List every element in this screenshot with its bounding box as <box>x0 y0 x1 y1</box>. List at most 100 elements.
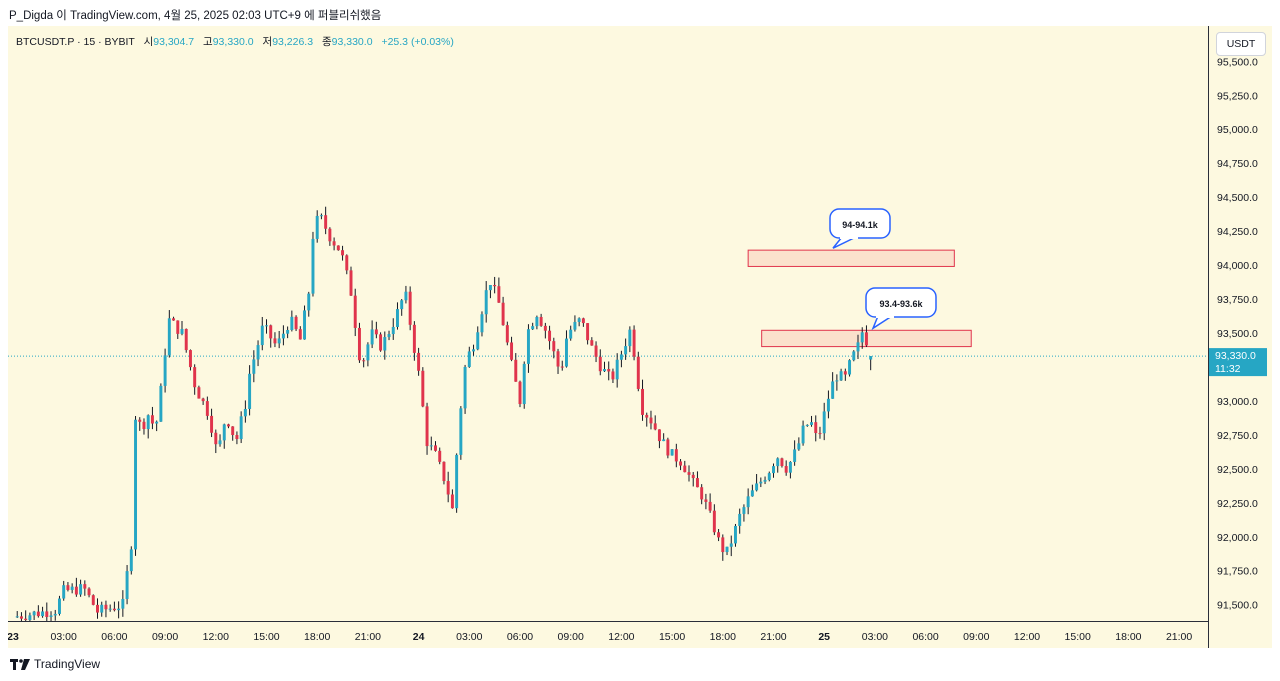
candle-body <box>307 293 311 311</box>
candle <box>662 433 666 442</box>
candle <box>814 415 818 442</box>
tradingview-footer[interactable]: TradingView <box>10 657 100 671</box>
time-tick-label: 15:00 <box>253 631 279 643</box>
candle <box>226 423 230 429</box>
candle <box>750 484 754 497</box>
time-tick-label: 18:00 <box>304 631 330 643</box>
candle-body <box>860 332 864 343</box>
currency-button[interactable]: USDT <box>1216 32 1266 56</box>
candle <box>265 319 268 334</box>
candle <box>83 580 87 596</box>
chart-frame[interactable]: 94-94.1k 93.4-93.6k BTCUSDT.P · 15 · BYBI… <box>8 26 1272 648</box>
price-axis-labels: 95,500.0 95,250.0 95,000.0 94,750.0 94,500.0… <box>1209 56 1267 612</box>
candle-body <box>725 546 729 553</box>
candle <box>653 415 657 431</box>
candle <box>826 390 830 419</box>
high-value: 93,330.0 <box>212 36 254 48</box>
candle <box>797 437 801 451</box>
candle-body <box>218 440 222 445</box>
candle-body <box>383 337 387 351</box>
candle <box>100 601 104 617</box>
candle-body <box>370 329 374 345</box>
candle <box>417 347 421 376</box>
candle <box>79 579 83 597</box>
candle-body <box>826 398 830 412</box>
time-axis[interactable]: 23 03:00 06:00 09:00 12:00 15:00 18:00 21:00 24 0… <box>8 621 1208 648</box>
candle-body <box>324 215 328 229</box>
candle-body <box>32 611 36 616</box>
change-value: +25.3 (+0.03%) <box>381 36 454 48</box>
candle-body <box>556 351 560 367</box>
candle-body <box>434 445 437 451</box>
candle <box>222 423 226 449</box>
candle <box>387 330 391 341</box>
candle <box>501 296 505 326</box>
candle <box>784 460 788 476</box>
zone-callout-label-2: 93.4-93.6k <box>879 299 923 309</box>
candle-body <box>679 461 683 466</box>
zone-callout-2: 93.4-93.6k <box>865 287 937 331</box>
candle-body <box>615 359 619 380</box>
time-tick-label: 09:00 <box>152 631 178 643</box>
candle <box>146 414 150 439</box>
time-tick-label: 03:00 <box>51 631 77 643</box>
time-tick-label: 15:00 <box>659 631 685 643</box>
candle <box>450 489 454 509</box>
candle <box>281 325 285 346</box>
candle <box>564 330 568 368</box>
candle <box>176 320 180 339</box>
candle-body <box>167 318 171 356</box>
symbol-name[interactable]: BTCUSDT.P · 15 · BYBIT <box>16 36 135 48</box>
candle-body <box>586 323 590 341</box>
candle-body <box>657 429 661 442</box>
share-header: P_Digda 이 TradingView.com, 4월 25, 2025 0… <box>0 0 1280 26</box>
price-chart[interactable]: 94-94.1k 93.4-93.6k <box>8 26 1208 621</box>
close-value: 93,330.0 <box>331 36 373 48</box>
candle-body <box>121 598 125 609</box>
candle <box>628 326 632 353</box>
candle <box>522 361 526 409</box>
candle-body <box>776 458 780 467</box>
price-tick-label: 93,750.0 <box>1217 294 1258 306</box>
candle <box>57 595 61 616</box>
callout-joint <box>876 313 894 318</box>
candle <box>243 400 247 423</box>
time-tick-label: 15:00 <box>1065 631 1091 643</box>
candle <box>733 523 737 547</box>
candle <box>193 364 197 395</box>
candle <box>277 330 281 349</box>
candle-body <box>319 215 323 217</box>
candle-body <box>691 474 695 479</box>
candle-body <box>231 426 235 436</box>
candle-body <box>265 325 268 327</box>
candle-body <box>49 615 53 617</box>
candle <box>269 324 273 348</box>
candle <box>180 320 184 336</box>
candle <box>505 321 509 346</box>
candle <box>307 291 311 317</box>
candle-body <box>366 344 370 361</box>
price-tick-label: 94,500.0 <box>1217 192 1258 204</box>
candle-body <box>772 466 775 474</box>
candle-body <box>328 228 332 242</box>
candle-body <box>611 371 615 380</box>
candle-body <box>493 285 497 287</box>
candle-body <box>163 355 167 386</box>
price-axis[interactable]: USDT 95,500.0 95,250.0 95,000.0 94,750.0 94,… <box>1208 26 1272 648</box>
tradingview-logo-text: TradingView <box>34 657 101 671</box>
time-tick-label: 24 <box>413 631 425 643</box>
candle <box>767 471 771 482</box>
candle-body <box>429 445 433 447</box>
candle-body <box>235 435 239 440</box>
candle <box>729 535 733 557</box>
candle-body <box>852 351 856 361</box>
candle-body <box>750 490 754 497</box>
candle <box>679 459 683 471</box>
candle-body <box>45 611 49 617</box>
candle-body <box>784 466 788 473</box>
candle <box>218 434 222 447</box>
candle <box>201 397 205 405</box>
price-tick-label: 95,500.0 <box>1217 56 1258 68</box>
candle <box>336 245 340 251</box>
candle <box>543 322 547 339</box>
